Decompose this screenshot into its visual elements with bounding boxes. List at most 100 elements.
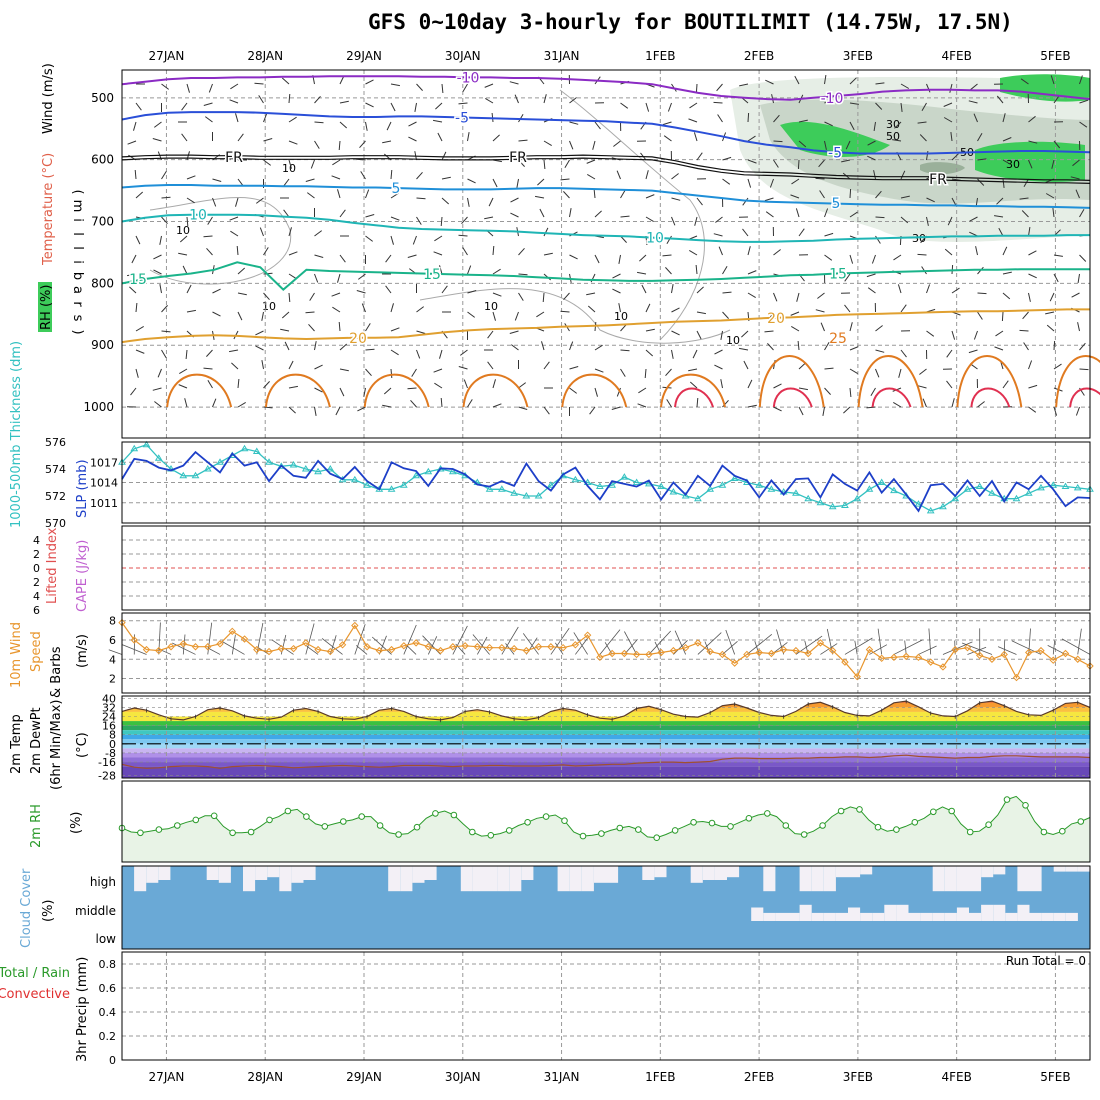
cloud-high-cell [932,866,945,892]
cloud-high-cell [969,866,982,892]
precip-tick-label: 0 [109,1054,116,1067]
wind-barb [509,81,519,85]
wind-barb [258,95,264,104]
wind10m-barb [673,640,688,655]
thickness-marker [1073,483,1082,491]
wind10m-barb [550,627,570,655]
cloud-mid-cell [896,904,909,921]
cloud-high-cell [303,866,316,880]
wind-barb [977,132,983,142]
wind10m-marker [902,652,910,661]
wind-barb [870,387,876,396]
isotherm-30-loop [674,387,714,408]
wind-barb [844,273,851,282]
wind-barb [968,349,978,354]
rh2m-marker [174,822,181,829]
wind-barb [408,121,417,127]
rh2m-marker [1059,827,1066,835]
wind10m-barb [844,637,873,655]
wind-barb [437,132,443,142]
wind-barb [616,387,621,397]
wind-barb [390,192,399,199]
cloud-high-cell [460,866,473,892]
wind-barb [696,286,704,294]
wind10m-marker [130,636,138,644]
isotherm-line [121,75,1091,101]
wind-barb [843,406,851,414]
wind-barb [875,102,883,110]
wind-barb [824,367,834,370]
wind10m-marker [363,643,371,651]
wind-barb [1020,78,1029,85]
wind-barb [518,406,528,410]
wind-barb [645,102,650,112]
wind-barb [510,197,519,203]
thickness-marker [828,502,837,510]
wind10m-barb [967,646,987,655]
wind10m-barb [918,645,937,655]
thickness-tick-label: 574 [45,463,66,476]
wind-axis-label: Wind (m/s) [41,63,56,134]
wind-barb [212,398,217,408]
wind-barb [822,406,825,416]
wind-barb [667,102,672,112]
wind-barb [263,381,270,389]
wind-barb [186,175,196,180]
cloud-high-cell [606,866,619,883]
wind-barb [390,327,400,332]
wind-barb [747,112,750,123]
wind10m-marker [914,653,923,662]
day-label-top: 5FEB [1040,49,1070,63]
wind-barb [410,399,417,408]
wind-barb [970,83,978,91]
wind10m-marker [681,643,690,652]
wind-barb [235,197,239,207]
thickness-tick-label: 572 [45,490,66,503]
wind-barb [665,267,672,275]
wind10m-tick-label: 8 [109,615,116,628]
wind-barb [917,253,927,256]
wind10m-marker [816,639,825,647]
wind10m-barbs-label: & Barbs [49,646,64,698]
wind-barb [645,328,655,332]
thickness-marker [203,465,212,472]
rh2m-marker [1040,828,1048,836]
wind-barb [1071,292,1080,298]
rh2m-marker [930,808,937,816]
cloud-mid-cell [835,912,848,921]
cloud-mid-cell [799,904,812,921]
wind-barb [208,83,213,93]
wind-barb [798,387,808,391]
wind-barb [186,197,195,204]
wind-barb [693,132,698,142]
wind-barb [1053,254,1063,257]
wind10m-marker [338,641,347,649]
cloud-mid-cell [993,904,1006,921]
wind-barb [594,121,601,130]
wind-barb [866,273,876,278]
wind-barb [666,235,672,244]
wind10m-barb [108,649,123,655]
wind-barb [671,284,674,294]
day-label-top: 4FEB [941,49,971,63]
wind-barb [161,330,171,333]
wind-barb [569,140,574,150]
wind10m-barb [704,641,711,655]
wind-barb [314,341,317,351]
wind-barb [338,140,341,151]
cloud-high-cell [1065,866,1078,872]
wind-barb [921,102,927,112]
wind-barb [569,97,577,104]
wind-barb [416,306,425,313]
wind-barb [665,368,672,377]
wind-barb [314,254,324,258]
wind-barb [946,380,953,389]
wind-barb [612,273,621,279]
wind-barb [922,398,927,408]
wind-barb [720,330,723,340]
wind-barb [592,140,596,150]
wind-barb [212,197,217,207]
day-label-top: 28JAN [247,49,283,63]
wind10m-barb [893,639,923,655]
rh2m-marker [487,832,495,839]
